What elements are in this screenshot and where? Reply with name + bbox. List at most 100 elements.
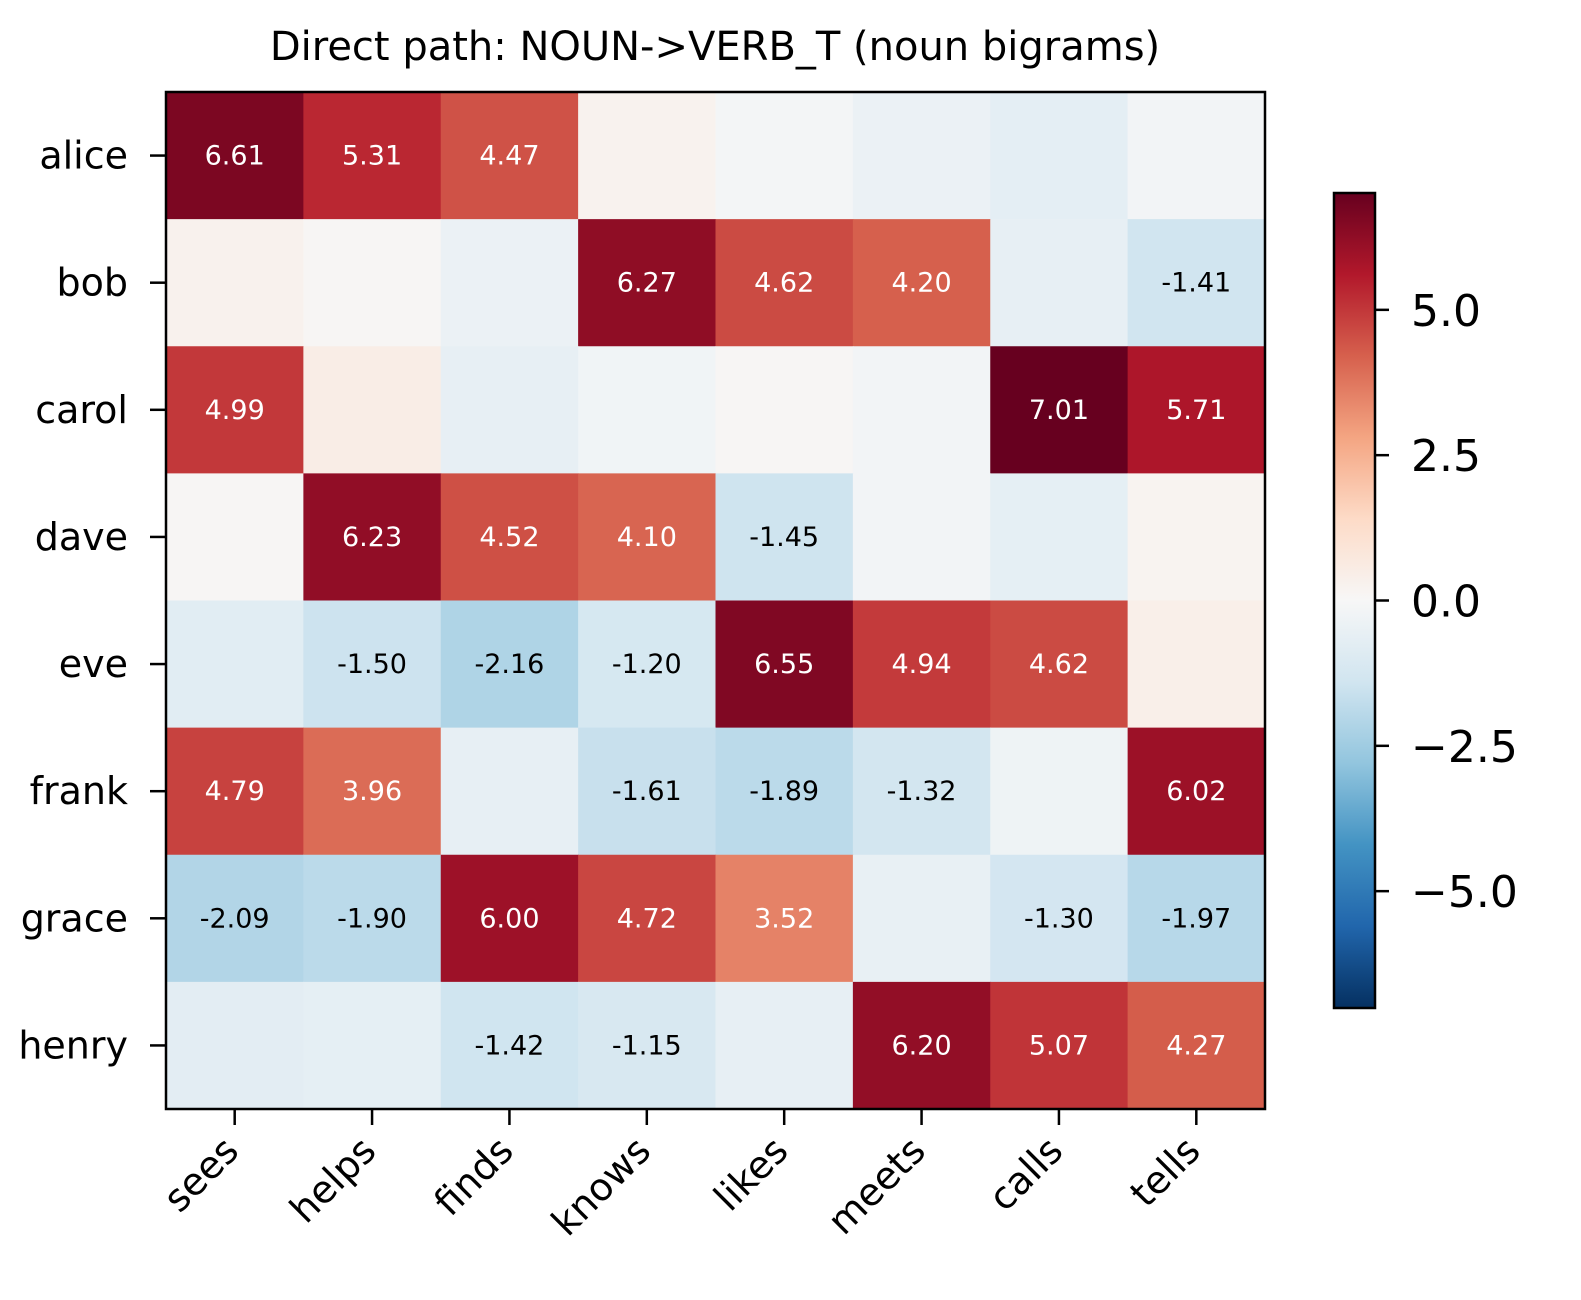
heatmap-frame [164, 90, 1267, 1111]
y-tick-label: dave [35, 515, 128, 559]
y-axis: alice bob carol dave eve frank grace henry [18, 134, 166, 1067]
x-tick-label: helps [281, 1128, 384, 1231]
colorbar-tick-label: 0.0 [1411, 577, 1481, 628]
heatmap-cell [440, 981, 579, 1110]
cell-value-label: 6.27 [617, 268, 677, 299]
cell-value-label: 3.52 [754, 903, 814, 934]
heatmap-cell [578, 219, 717, 347]
colorbar-ticks: 5.0 2.5 0.0 −2.5 −5.0 [1375, 286, 1518, 918]
cell-value-label: 4.27 [1166, 1030, 1226, 1061]
cell-value-label: 4.20 [892, 268, 952, 299]
heatmap-cell [578, 854, 717, 983]
cell-value-label: 4.94 [892, 649, 952, 680]
heatmap-cell [440, 92, 579, 220]
colorbar-gradient [1332, 191, 1377, 1010]
colorbar-tick-label: −2.5 [1411, 722, 1518, 773]
heatmap-cell [440, 727, 579, 856]
cell-value-label: -1.61 [612, 776, 682, 807]
heatmap-cell [166, 600, 304, 729]
heatmap-cell [440, 854, 579, 983]
heatmap-cell [990, 346, 1129, 474]
cell-value-label: -1.20 [612, 649, 682, 680]
heatmap-cell [990, 92, 1129, 220]
heatmap-cell [166, 473, 304, 602]
heatmap-cell [1127, 346, 1266, 474]
heatmap-cell [578, 600, 717, 729]
heatmap-cell [715, 727, 854, 856]
heatmap-cell [715, 92, 854, 220]
heatmap-cell [852, 346, 991, 474]
cell-value-label: 7.01 [1029, 395, 1089, 426]
y-tick-label: henry [18, 1023, 128, 1067]
heatmap-cell [990, 473, 1129, 602]
heatmap-cell [1127, 854, 1266, 983]
cell-value-label: -1.50 [337, 649, 407, 680]
heatmap-cell [852, 219, 991, 347]
heatmap-cell [166, 92, 304, 220]
heatmap-cells [166, 92, 1266, 1110]
heatmap-cell [166, 854, 304, 983]
cell-value-label: -1.32 [887, 776, 957, 807]
heatmap-cell [852, 92, 991, 220]
heatmap-cell [440, 219, 579, 347]
x-tick-label: meets [819, 1128, 934, 1243]
heatmap-cell [578, 473, 717, 602]
cell-value-label: -1.41 [1161, 268, 1231, 299]
cell-value-label: 4.62 [754, 268, 814, 299]
colorbar-tick-label: −5.0 [1411, 867, 1518, 918]
heatmap-cell [440, 346, 579, 474]
heatmap-cell [990, 727, 1129, 856]
heatmap-cell [1127, 981, 1266, 1110]
cell-value-label: 6.02 [1166, 776, 1226, 807]
heatmap-cell [1127, 219, 1266, 347]
cell-value-label: 4.62 [1029, 649, 1089, 680]
heatmap-cell [990, 854, 1129, 983]
colorbar-tick-label: 2.5 [1411, 431, 1481, 482]
chart-title: Direct path: NOUN->VERB_T (noun bigrams) [270, 24, 1160, 70]
x-tick-label: sees [155, 1128, 247, 1220]
heatmap-cell [303, 473, 442, 602]
heatmap-cell [715, 346, 854, 474]
cell-value-label: 5.71 [1166, 395, 1226, 426]
cell-value-label: 6.61 [205, 141, 265, 172]
heatmap-cell [303, 92, 442, 220]
heatmap-cell [166, 346, 304, 474]
heatmap-cell [578, 346, 717, 474]
heatmap-cell [715, 219, 854, 347]
heatmap-cell [852, 727, 991, 856]
heatmap-cell [852, 981, 991, 1110]
cell-value-label: 6.00 [479, 903, 539, 934]
heatmap-cell [1127, 92, 1266, 220]
cell-value-label: 5.07 [1029, 1030, 1089, 1061]
heatmap-cell [1127, 473, 1266, 602]
cell-value-label: 4.47 [479, 141, 539, 172]
heatmap-cell [852, 600, 991, 729]
heatmap-cell [303, 600, 442, 729]
heatmap-cell [990, 981, 1129, 1110]
y-tick-label: bob [57, 261, 129, 305]
cell-value-label: 4.72 [617, 903, 677, 934]
y-tick-label: eve [59, 642, 128, 686]
heatmap-cell [715, 854, 854, 983]
cell-value-label: -1.97 [1161, 903, 1231, 934]
x-tick-label: likes [705, 1128, 796, 1219]
cell-value-label: 4.79 [205, 776, 265, 807]
y-tick-label: alice [39, 134, 128, 178]
cell-value-label: 3.96 [342, 776, 402, 807]
cell-value-label: -1.30 [1024, 903, 1094, 934]
heatmap-cell [166, 219, 304, 347]
cell-value-label: -2.16 [475, 649, 545, 680]
cell-value-label: 6.20 [892, 1030, 952, 1061]
x-tick-label: calls [980, 1128, 1071, 1219]
cell-value-label: -1.90 [337, 903, 407, 934]
cell-value-label: 4.99 [205, 395, 265, 426]
cell-value-label: 4.52 [479, 522, 539, 553]
heatmap-cell [990, 219, 1129, 347]
heatmap-cell [578, 92, 717, 220]
heatmap-cell [852, 473, 991, 602]
cell-value-label: -1.45 [749, 522, 819, 553]
cell-value-label: 6.55 [754, 649, 814, 680]
heatmap-value-labels: 6.61 5.31 4.47 6.27 4.62 4.20 -1.41 4.99 7.01 5.7… [200, 141, 1232, 1062]
x-axis: sees helps finds knows likes meets calls tells [155, 1109, 1209, 1244]
